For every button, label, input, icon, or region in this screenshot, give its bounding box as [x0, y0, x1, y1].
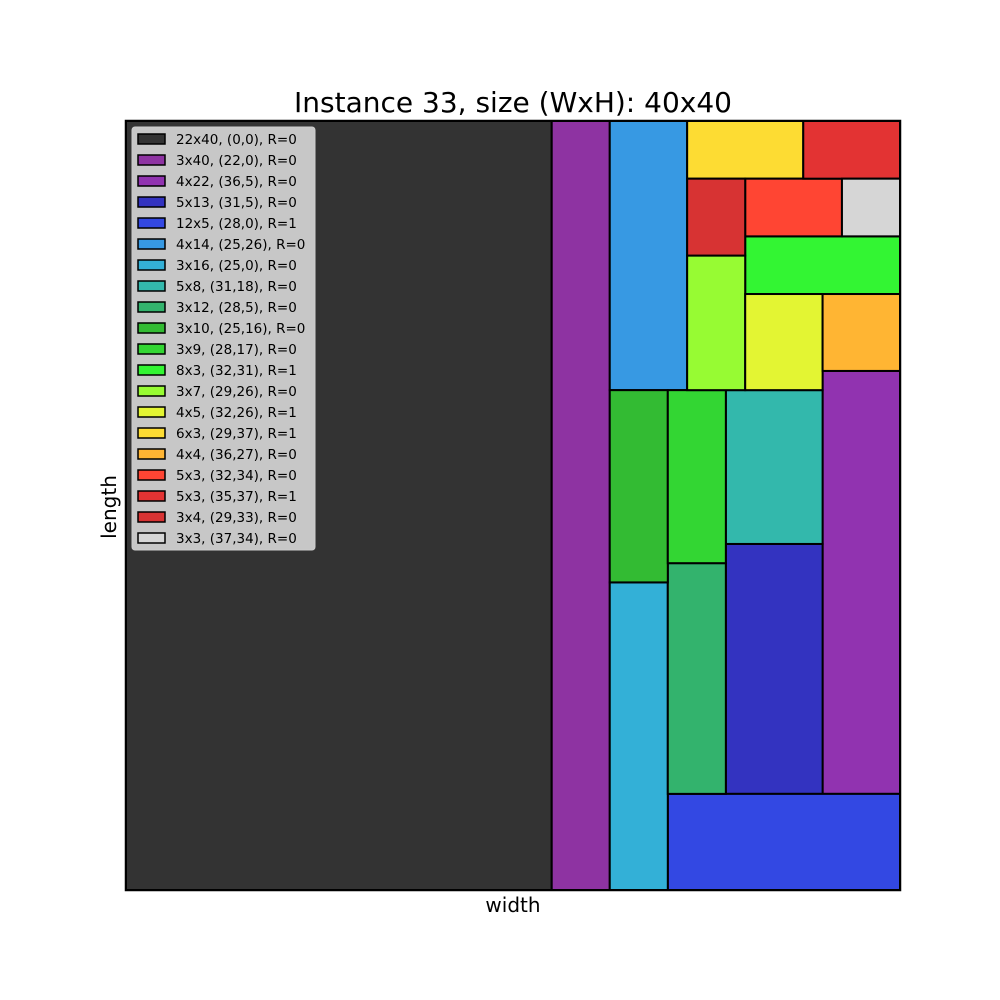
legend-swatch-8	[137, 301, 166, 313]
legend-label-0: 22x40, (0,0), R=0	[176, 132, 297, 148]
legend-swatch-9	[137, 322, 166, 334]
legend-label-14: 6x3, (29,37), R=1	[176, 426, 297, 442]
piece-4	[666, 792, 901, 891]
x-axis-label: width	[485, 893, 540, 917]
legend-label-19: 3x3, (37,34), R=0	[176, 531, 297, 547]
legend-label-15: 4x4, (36,27), R=0	[176, 447, 297, 463]
legend-swatch-5	[137, 238, 166, 250]
legend-swatch-1	[137, 154, 166, 166]
legend: 22x40, (0,0), R=0 3x40, (22,0), R=0 4x22, …	[131, 126, 316, 551]
legend-label-3: 5x13, (31,5), R=0	[176, 195, 297, 211]
legend-background	[131, 126, 316, 551]
legend-swatch-12	[137, 385, 166, 397]
piece-16	[744, 177, 843, 238]
legend-label-9: 3x10, (25,16), R=0	[176, 321, 305, 337]
legend-swatch-3	[137, 196, 166, 208]
plot-frame	[124, 119, 902, 892]
legend-swatch-7	[137, 280, 166, 292]
legend-label-16: 5x3, (32,34), R=0	[176, 468, 297, 484]
legend-swatch-15	[137, 448, 166, 460]
piece-11	[744, 235, 902, 296]
legend-label-2: 4x22, (36,5), R=0	[176, 174, 297, 190]
legend-label-8: 3x12, (28,5), R=0	[176, 300, 297, 316]
pieces-layer	[125, 120, 902, 892]
legend-label-11: 8x3, (32,31), R=1	[176, 363, 297, 379]
legend-swatch-10	[137, 343, 166, 355]
legend-swatch-18	[137, 511, 166, 523]
piece-15	[821, 293, 901, 372]
legend-label-6: 3x16, (25,0), R=0	[176, 258, 297, 274]
legend-label-13: 4x5, (32,26), R=1	[176, 405, 297, 421]
legend-swatch-11	[137, 364, 166, 376]
legend-label-4: 12x5, (28,0), R=1	[176, 216, 297, 232]
legend-swatch-14	[137, 427, 166, 439]
legend-items: 22x40, (0,0), R=0 3x40, (22,0), R=0 4x22, …	[137, 132, 305, 547]
legend-label-12: 3x7, (29,26), R=0	[176, 384, 297, 400]
piece-5	[608, 120, 689, 392]
legend-swatch-19	[137, 532, 166, 544]
piece-9	[608, 389, 669, 584]
legend-swatch-4	[137, 217, 166, 229]
y-axis-label: length	[97, 475, 121, 539]
legend-swatch-16	[137, 469, 166, 481]
legend-label-1: 3x40, (22,0), R=0	[176, 153, 297, 169]
legend-swatch-2	[137, 175, 166, 187]
piece-17	[802, 120, 901, 180]
legend-swatch-13	[137, 406, 166, 418]
legend-swatch-6	[137, 259, 166, 271]
piece-14	[686, 120, 805, 180]
legend-label-18: 3x4, (29,33), R=0	[176, 510, 297, 526]
piece-12	[686, 254, 747, 392]
chart-title: Instance 33, size (WxH): 40x40	[294, 86, 732, 119]
piece-7	[724, 389, 824, 545]
piece-2	[821, 369, 901, 795]
piece-19	[840, 177, 902, 238]
legend-label-10: 3x9, (28,17), R=0	[176, 342, 297, 358]
piece-6	[608, 581, 669, 892]
piece-8	[666, 562, 727, 795]
piece-10	[666, 389, 727, 565]
legend-swatch-17	[137, 490, 166, 502]
legend-swatch-0	[137, 133, 166, 145]
piece-18	[686, 177, 747, 257]
piece-1	[550, 120, 611, 891]
piece-13	[744, 293, 824, 392]
piece-3	[724, 542, 824, 795]
legend-label-7: 5x8, (31,18), R=0	[176, 279, 297, 295]
legend-label-17: 5x3, (35,37), R=1	[176, 489, 297, 505]
legend-label-5: 4x14, (25,26), R=0	[176, 237, 305, 253]
